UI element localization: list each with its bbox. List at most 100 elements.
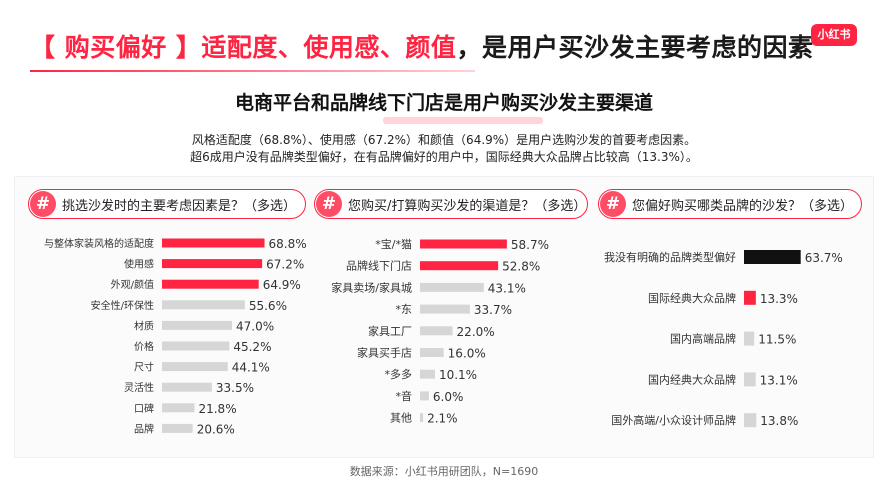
bar	[420, 369, 435, 379]
question-pill: # 您购买/打算购买沙发的渠道是？（多选）	[314, 189, 588, 219]
question-pill: # 您偏好购买哪类品牌的沙发？（多选）	[598, 189, 862, 219]
category-label: 灵活性	[124, 381, 154, 394]
value-label: 68.8%	[269, 237, 307, 251]
bar	[420, 391, 429, 401]
xiaohongshu-logo: 小红书	[811, 24, 857, 46]
bar	[162, 341, 230, 351]
category-label: 材质	[134, 319, 154, 332]
category-label: 我没有明确的品牌类型偏好	[604, 250, 736, 264]
bar	[162, 320, 233, 330]
bar	[744, 413, 757, 428]
category-label: 国内高端品牌	[670, 332, 736, 346]
value-label: 21.8%	[198, 402, 236, 416]
category-label: 家具买手店	[357, 346, 412, 360]
value-label: 13.8%	[760, 414, 798, 428]
headline-accent: 适配度、使用感、颜值	[201, 33, 457, 62]
headline-underline	[30, 70, 475, 72]
headline-rest: ，是用户买沙发主要考虑的因素	[456, 33, 814, 62]
bar	[162, 279, 259, 289]
value-label: 55.6%	[249, 299, 287, 313]
bar	[744, 372, 756, 387]
hash-icon: #	[600, 191, 626, 217]
category-label: 外观/颜值	[111, 278, 154, 291]
bar	[162, 300, 245, 310]
value-label: 63.7%	[805, 251, 843, 265]
headline-prefix: 【 购买偏好 】	[30, 33, 202, 62]
value-label: 47.0%	[236, 319, 274, 333]
category-label: 其他	[390, 412, 412, 425]
summary: 风格适配度（68.8%）、使用感（67.2%）和颜值（64.9%）是用户选购沙发…	[0, 132, 888, 166]
bar	[420, 413, 424, 423]
bar	[162, 382, 212, 392]
category-label: 尺寸	[134, 361, 154, 374]
category-label: 使用感	[124, 258, 154, 271]
bar	[744, 331, 755, 346]
category-label: 国内经典大众品牌	[648, 372, 736, 386]
headline: 【 购买偏好 】适配度、使用感、颜值，是用户买沙发主要考虑的因素	[30, 28, 813, 64]
category-label: 口碑	[134, 402, 154, 415]
value-label: 11.5%	[758, 333, 796, 347]
value-label: 67.2%	[266, 258, 304, 272]
bar	[162, 238, 265, 248]
value-label: 44.1%	[232, 361, 270, 375]
bar	[744, 250, 801, 264]
question-text: 您偏好购买哪类品牌的沙发？（多选）	[632, 198, 854, 214]
value-label: 6.0%	[433, 390, 464, 404]
value-label: 20.6%	[197, 422, 235, 436]
bar-chart-brands: 我没有明确的品牌类型偏好 63.7% 国际经典大众品牌 13.3% 国内高端品牌 11.5…	[604, 250, 843, 428]
chart-panel-channels: # 您购买/打算购买沙发的渠道是？（多选） *宝/*猫 58.7% 品牌线下门店 52…	[314, 185, 594, 447]
value-label: 43.1%	[488, 281, 526, 295]
category-label: 家具卖场/家具城	[331, 280, 412, 294]
hash-icon: #	[30, 191, 56, 217]
category-label: 品牌线下门店	[346, 259, 412, 273]
value-label: 33.7%	[474, 303, 512, 317]
bar-chart-channels: *宝/*猫 58.7% 品牌线下门店 52.8% 家具卖场/家具城 43.1% *东 33.7…	[331, 237, 549, 426]
category-label: 国际经典大众品牌	[648, 291, 736, 305]
bar	[420, 304, 470, 314]
bar	[420, 282, 484, 292]
bar-chart-factors: 与整体家装风格的适配度 68.8% 使用感 67.2% 外观/颜值 64.9% 安全性/环保…	[44, 237, 307, 436]
charts-background	[14, 176, 874, 458]
category-label: 与整体家装风格的适配度	[44, 237, 154, 250]
value-label: 13.1%	[760, 373, 798, 387]
value-label: 2.1%	[427, 412, 458, 426]
category-label: *音	[396, 389, 413, 403]
hash-icon: #	[316, 191, 342, 217]
subtitle-highlight-bar	[383, 117, 543, 124]
bar	[162, 362, 228, 372]
category-label: 家具工厂	[368, 324, 412, 338]
bar	[420, 239, 507, 249]
bar	[744, 290, 756, 305]
value-label: 22.0%	[457, 325, 495, 339]
value-label: 33.5%	[216, 381, 254, 395]
question-text: 挑选沙发时的主要考虑因素是？（多选）	[62, 198, 297, 214]
category-label: *多多	[385, 367, 413, 381]
bar	[420, 261, 499, 271]
summary-line: 风格适配度（68.8%）、使用感（67.2%）和颜值（64.9%）是用户选购沙发…	[191, 133, 697, 147]
category-label: *宝/*猫	[375, 237, 412, 251]
value-label: 10.1%	[439, 368, 477, 382]
value-label: 58.7%	[511, 238, 549, 252]
bar	[162, 259, 263, 269]
value-label: 52.8%	[502, 260, 540, 274]
value-label: 64.9%	[263, 278, 301, 292]
value-label: 16.0%	[448, 347, 486, 361]
value-label: 45.2%	[233, 340, 271, 354]
footer-source: 数据来源：小红书用研团队，N=1690	[349, 465, 539, 478]
category-label: 安全性/环保性	[91, 299, 154, 312]
chart-panel-factors: # 挑选沙发时的主要考虑因素是？（多选） 与整体家装风格的适配度 68.8% 使用感…	[28, 185, 308, 447]
bar	[420, 326, 453, 336]
chart-panel-brands: # 您偏好购买哪类品牌的沙发？（多选） 我没有明确的品牌类型偏好 63.7% 国际经…	[598, 185, 868, 447]
summary-line: 超6成用户没有品牌类型偏好，在有品牌偏好的用户中，国际经典大众品牌占比较高（13…	[190, 150, 698, 164]
subtitle: 电商平台和品牌线下门店是用户购买沙发主要渠道	[234, 92, 653, 114]
category-label: 国外高端/小众设计师品牌	[611, 413, 736, 427]
bar	[162, 403, 195, 413]
category-label: 品牌	[134, 422, 154, 435]
value-label: 13.3%	[760, 292, 798, 306]
category-label: 价格	[134, 340, 154, 353]
bar	[420, 348, 444, 357]
bar	[162, 423, 193, 433]
question-pill: # 挑选沙发时的主要考虑因素是？（多选）	[28, 189, 306, 219]
question-text: 您购买/打算购买沙发的渠道是？（多选）	[348, 198, 587, 214]
category-label: *东	[396, 303, 413, 316]
